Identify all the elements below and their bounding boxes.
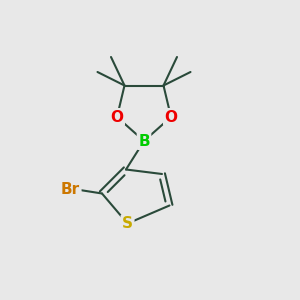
Text: S: S bbox=[122, 216, 133, 231]
Text: O: O bbox=[110, 110, 124, 124]
Text: B: B bbox=[138, 134, 150, 148]
Text: O: O bbox=[164, 110, 178, 124]
Text: Br: Br bbox=[61, 182, 80, 196]
